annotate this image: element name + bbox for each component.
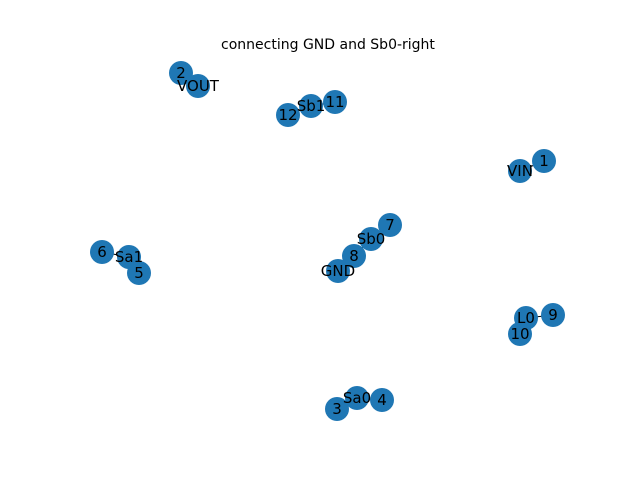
node-8 xyxy=(342,244,366,268)
node-label-4: 4 xyxy=(377,391,387,409)
node-5 xyxy=(127,261,151,285)
node-Sb0 xyxy=(359,227,383,251)
node-Sa0 xyxy=(345,386,369,410)
node-label-VIN: VIN xyxy=(507,162,533,180)
node-7 xyxy=(378,213,402,237)
node-GND xyxy=(326,259,350,283)
node-4 xyxy=(370,388,394,412)
node-label-11: 11 xyxy=(325,93,344,111)
node-6 xyxy=(90,240,114,264)
node-2 xyxy=(169,61,193,85)
node-label-8: 8 xyxy=(349,247,359,265)
node-label-10: 10 xyxy=(510,325,529,343)
node-label-Sb0: Sb0 xyxy=(357,230,386,248)
node-Sb1 xyxy=(299,94,323,118)
node-VOUT xyxy=(186,74,210,98)
node-label-5: 5 xyxy=(134,264,144,282)
node-label-2: 2 xyxy=(176,64,186,82)
node-label-Sa0: Sa0 xyxy=(343,389,371,407)
node-label-6: 6 xyxy=(97,243,107,261)
node-11 xyxy=(323,90,347,114)
node-label-L0: L0 xyxy=(517,309,535,327)
node-VIN xyxy=(508,159,532,183)
graph-nodes xyxy=(90,61,565,421)
node-1 xyxy=(532,149,556,173)
node-10 xyxy=(508,322,532,346)
node-label-12: 12 xyxy=(278,106,297,124)
node-label-GND: GND xyxy=(321,262,355,280)
node-label-3: 3 xyxy=(332,400,342,418)
graph-title: connecting GND and Sb0-right xyxy=(221,37,435,53)
node-label-7: 7 xyxy=(385,216,395,234)
node-label-9: 9 xyxy=(548,306,558,324)
node-9 xyxy=(541,303,565,327)
graph-edges xyxy=(101,72,554,410)
node-3 xyxy=(325,397,349,421)
node-label-1: 1 xyxy=(539,152,549,170)
node-label-VOUT: VOUT xyxy=(177,77,220,95)
node-12 xyxy=(276,103,300,127)
node-label-Sb1: Sb1 xyxy=(297,97,326,115)
node-label-Sa1: Sa1 xyxy=(115,248,143,266)
